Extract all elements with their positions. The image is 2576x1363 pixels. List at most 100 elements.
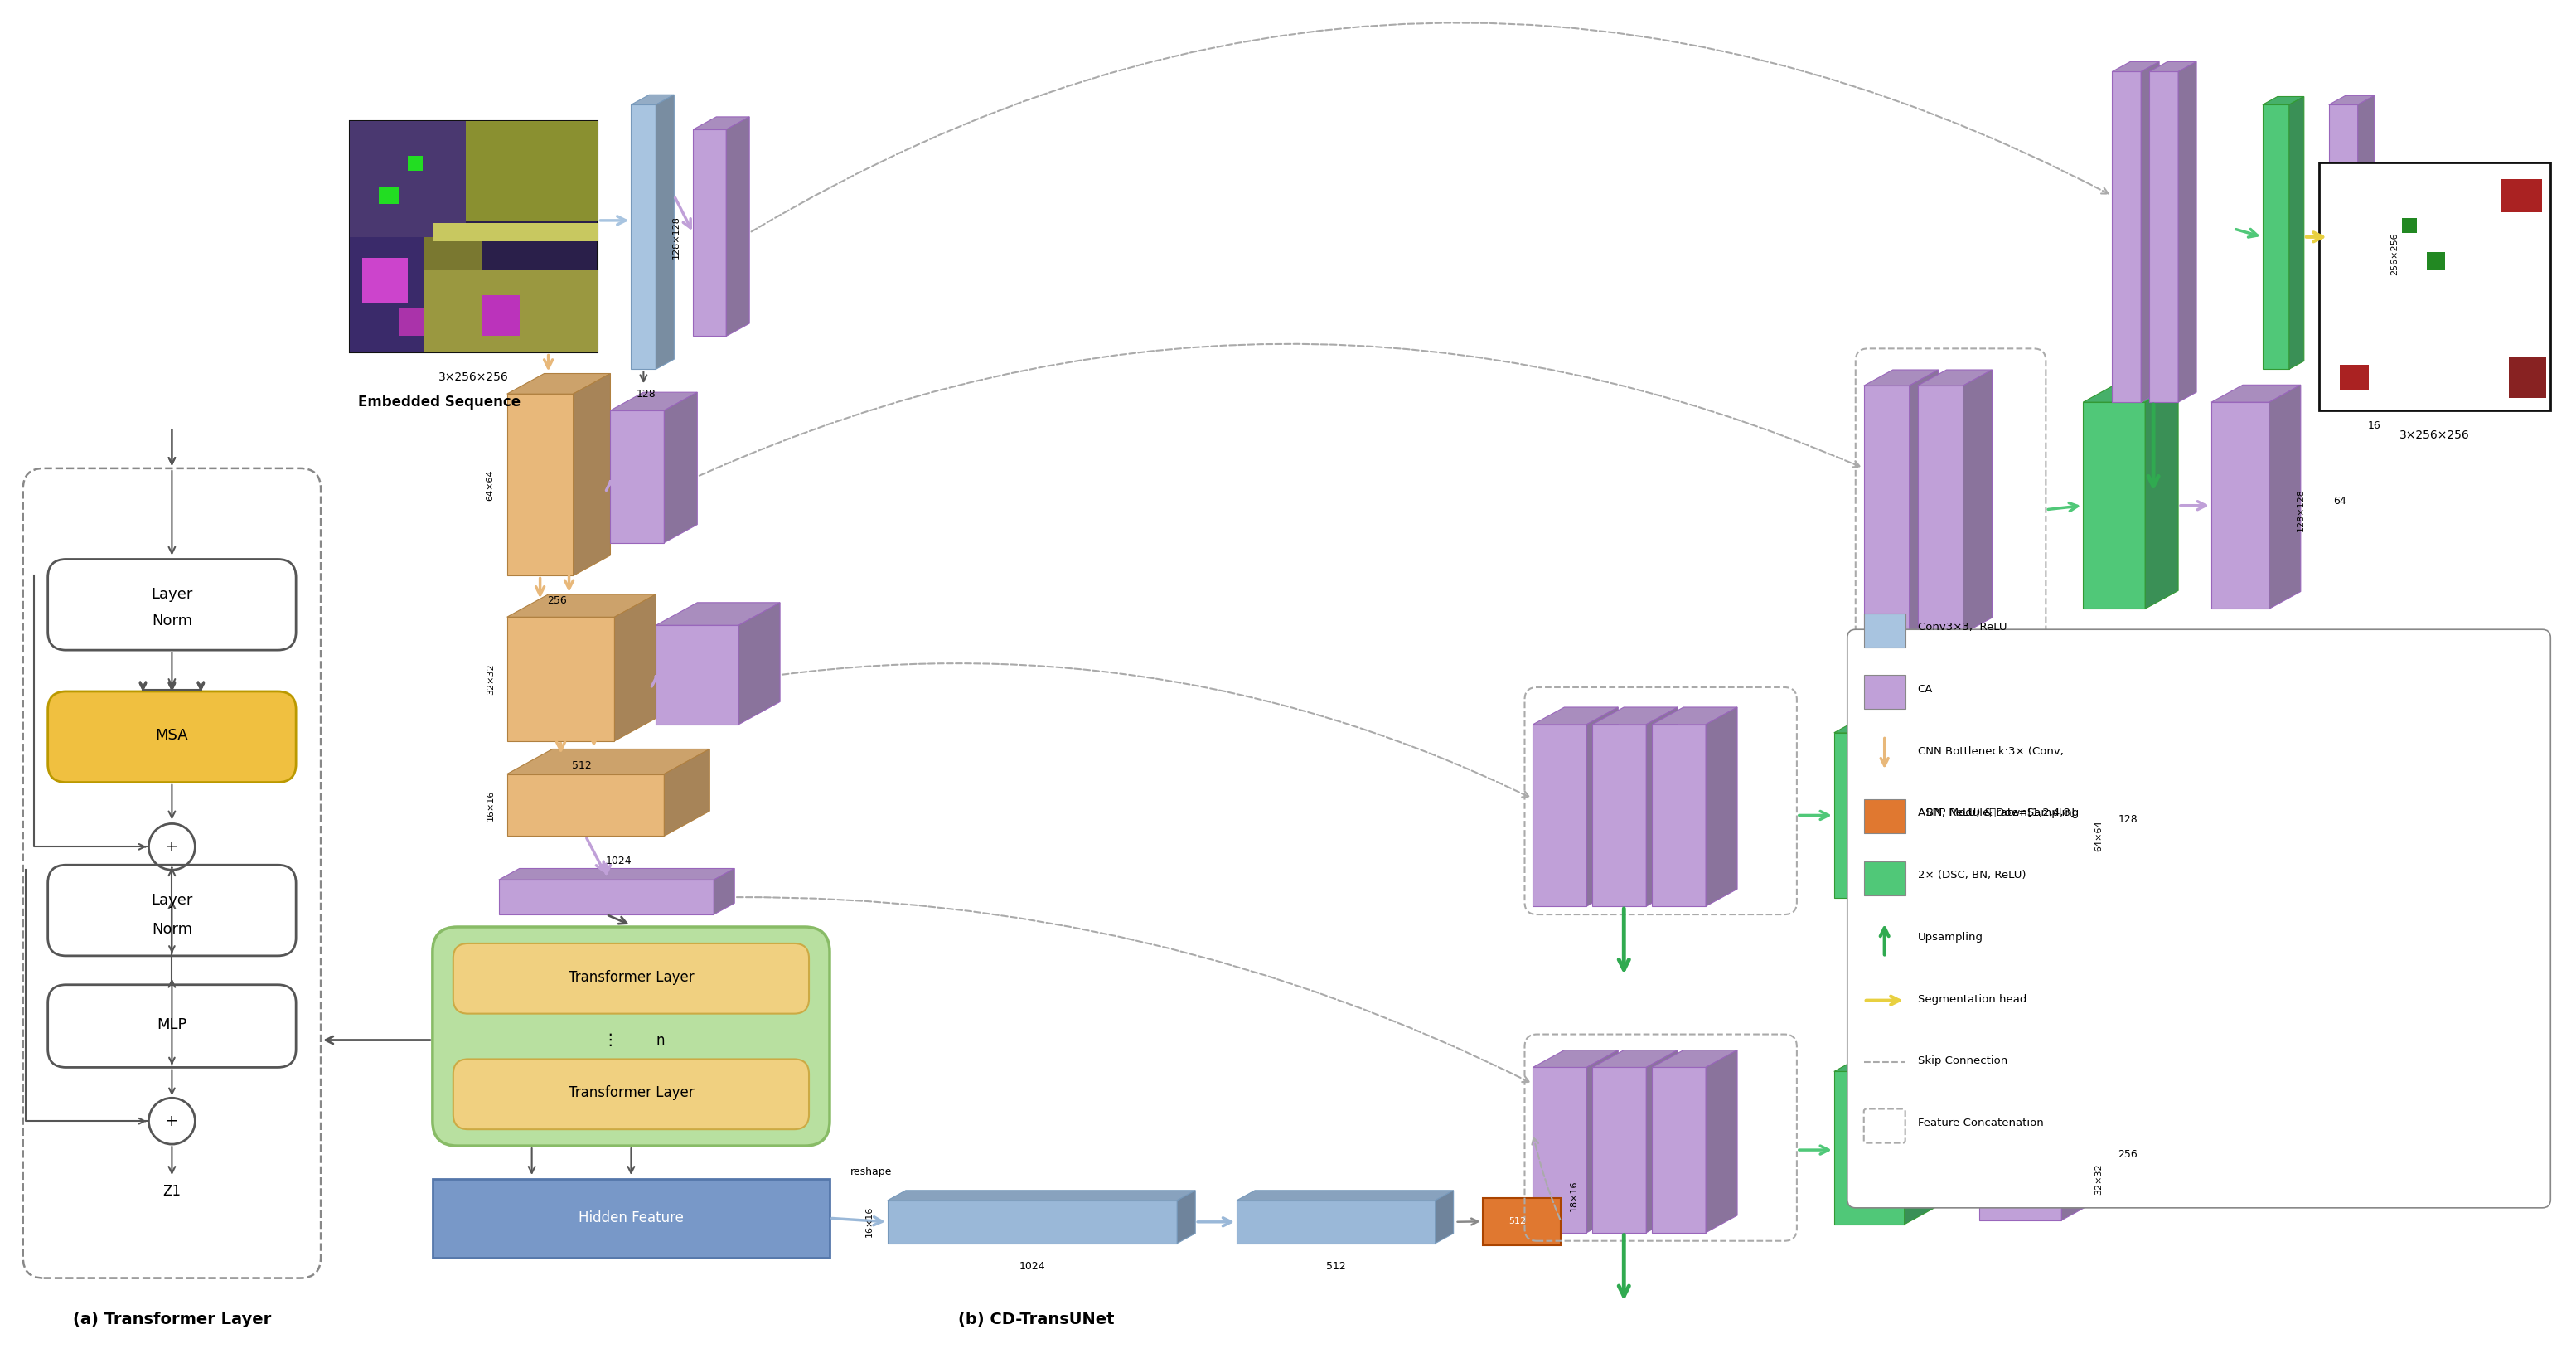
Polygon shape — [574, 373, 611, 575]
FancyBboxPatch shape — [453, 1059, 809, 1130]
Polygon shape — [1834, 713, 1942, 733]
FancyBboxPatch shape — [379, 187, 399, 204]
FancyBboxPatch shape — [2501, 179, 2543, 213]
Polygon shape — [1834, 1051, 1942, 1071]
Text: 128×128: 128×128 — [672, 215, 680, 259]
FancyBboxPatch shape — [49, 984, 296, 1067]
Polygon shape — [714, 868, 734, 915]
Polygon shape — [1904, 713, 1942, 898]
Text: 3×256×256: 3×256×256 — [2401, 429, 2470, 442]
Polygon shape — [507, 774, 665, 836]
FancyBboxPatch shape — [1865, 613, 1906, 647]
FancyBboxPatch shape — [1865, 861, 1906, 895]
Polygon shape — [1236, 1190, 1453, 1201]
Polygon shape — [665, 750, 708, 836]
Polygon shape — [500, 868, 734, 879]
Polygon shape — [1909, 369, 1937, 634]
Text: 512: 512 — [572, 761, 592, 771]
Text: Transformer Layer: Transformer Layer — [569, 1085, 693, 1100]
FancyBboxPatch shape — [453, 943, 809, 1014]
Polygon shape — [1651, 725, 1705, 906]
Text: n: n — [657, 1033, 665, 1048]
Polygon shape — [2061, 717, 2099, 894]
Text: 32×32: 32×32 — [2094, 1163, 2102, 1194]
Text: MLP: MLP — [157, 1017, 188, 1032]
Polygon shape — [507, 594, 657, 617]
Text: Segmentation head: Segmentation head — [1917, 994, 2027, 1005]
Text: CA: CA — [1917, 684, 1932, 695]
Polygon shape — [1978, 1059, 2099, 1079]
Text: Layer: Layer — [152, 587, 193, 602]
Text: 512: 512 — [1327, 1261, 1345, 1272]
FancyBboxPatch shape — [433, 1179, 829, 1258]
Text: Hidden Feature: Hidden Feature — [580, 1210, 683, 1225]
Text: (b) CD-TransUNet: (b) CD-TransUNet — [958, 1311, 1115, 1328]
FancyBboxPatch shape — [2401, 218, 2416, 233]
Polygon shape — [1904, 1051, 1942, 1224]
Text: 64×64: 64×64 — [2094, 821, 2102, 852]
Text: Layer: Layer — [152, 893, 193, 908]
Polygon shape — [1978, 1079, 2061, 1220]
Text: Transformer Layer: Transformer Layer — [569, 970, 693, 985]
Polygon shape — [2290, 97, 2303, 369]
Polygon shape — [2210, 384, 2300, 402]
Polygon shape — [1834, 733, 1904, 898]
Text: Embedded Sequence: Embedded Sequence — [358, 395, 520, 410]
Polygon shape — [2112, 61, 2159, 72]
Polygon shape — [1651, 1050, 1736, 1067]
FancyBboxPatch shape — [425, 270, 598, 353]
Polygon shape — [726, 117, 750, 337]
Polygon shape — [2148, 61, 2197, 72]
Polygon shape — [1533, 707, 1618, 725]
Polygon shape — [2210, 402, 2269, 609]
Text: Conv3×3,  ReLU: Conv3×3, ReLU — [1917, 622, 2007, 632]
FancyBboxPatch shape — [2339, 365, 2367, 390]
Polygon shape — [507, 750, 708, 774]
FancyBboxPatch shape — [49, 691, 296, 782]
Text: BN, ReLU) & DownSampling: BN, ReLU) & DownSampling — [1927, 808, 2079, 819]
Polygon shape — [2084, 384, 2179, 402]
Polygon shape — [693, 117, 750, 129]
Polygon shape — [2112, 72, 2141, 402]
Text: 2× (DSC, BN, ReLU): 2× (DSC, BN, ReLU) — [1917, 870, 2025, 880]
Text: 64: 64 — [2334, 496, 2347, 507]
Polygon shape — [611, 410, 665, 542]
Polygon shape — [2061, 1059, 2099, 1220]
Text: 1024: 1024 — [1020, 1261, 1046, 1272]
Text: 32×32: 32×32 — [487, 664, 495, 695]
Text: 256: 256 — [2117, 1149, 2138, 1160]
Polygon shape — [1646, 707, 1677, 906]
FancyBboxPatch shape — [49, 866, 296, 955]
FancyBboxPatch shape — [49, 559, 296, 650]
Polygon shape — [631, 105, 657, 369]
Text: Norm: Norm — [152, 613, 193, 628]
Polygon shape — [1865, 369, 1937, 386]
FancyArrowPatch shape — [737, 897, 1530, 1082]
Text: 16: 16 — [2367, 420, 2380, 431]
Polygon shape — [2329, 95, 2375, 105]
FancyBboxPatch shape — [399, 307, 425, 337]
Polygon shape — [889, 1190, 1195, 1201]
Polygon shape — [2262, 97, 2303, 105]
Text: 512: 512 — [1510, 1217, 1528, 1225]
FancyBboxPatch shape — [425, 237, 482, 270]
Polygon shape — [1592, 725, 1646, 906]
Polygon shape — [1533, 1050, 1618, 1067]
Polygon shape — [1651, 707, 1736, 725]
Polygon shape — [1705, 1050, 1736, 1232]
Polygon shape — [611, 393, 698, 410]
Text: 256: 256 — [546, 596, 567, 607]
Polygon shape — [1592, 1050, 1677, 1067]
Text: Feature Concatenation: Feature Concatenation — [1917, 1118, 2043, 1129]
FancyBboxPatch shape — [1481, 1198, 1561, 1244]
Polygon shape — [1177, 1190, 1195, 1243]
Polygon shape — [889, 1201, 1177, 1243]
Text: 16×16: 16×16 — [866, 1206, 873, 1238]
FancyBboxPatch shape — [363, 258, 407, 303]
Text: 3×256×256: 3×256×256 — [438, 372, 510, 383]
FancyBboxPatch shape — [1865, 675, 1906, 709]
Text: Norm: Norm — [152, 921, 193, 936]
Polygon shape — [2141, 61, 2159, 402]
Polygon shape — [665, 393, 698, 542]
Polygon shape — [657, 602, 781, 626]
